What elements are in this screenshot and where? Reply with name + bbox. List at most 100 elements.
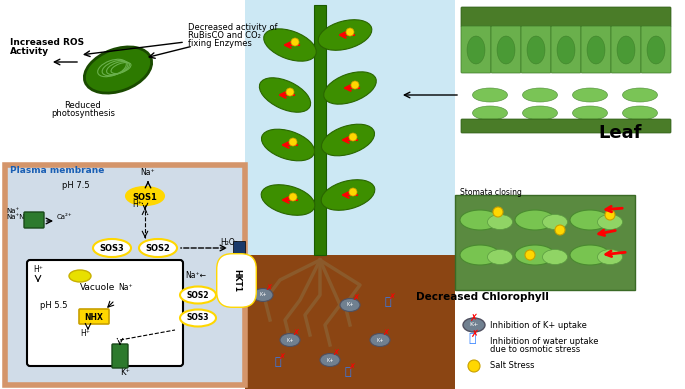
Text: ✗: ✗ bbox=[348, 362, 355, 371]
Ellipse shape bbox=[473, 88, 508, 102]
Text: RuBisCO and CO₂: RuBisCO and CO₂ bbox=[188, 31, 261, 40]
Text: H⁺: H⁺ bbox=[33, 265, 43, 274]
Text: ✗: ✗ bbox=[471, 329, 479, 339]
Text: ✗: ✗ bbox=[332, 348, 339, 357]
Text: ✗: ✗ bbox=[278, 352, 285, 361]
Text: K+: K+ bbox=[286, 338, 294, 342]
Ellipse shape bbox=[340, 298, 360, 312]
Ellipse shape bbox=[473, 106, 508, 120]
FancyBboxPatch shape bbox=[521, 26, 551, 73]
Ellipse shape bbox=[623, 106, 658, 120]
Text: Activity: Activity bbox=[10, 47, 49, 56]
Text: 💧: 💧 bbox=[385, 297, 392, 307]
Circle shape bbox=[493, 207, 503, 217]
FancyBboxPatch shape bbox=[79, 309, 109, 324]
Circle shape bbox=[349, 133, 357, 141]
Circle shape bbox=[351, 81, 359, 89]
Ellipse shape bbox=[523, 106, 558, 120]
Circle shape bbox=[525, 250, 535, 260]
Text: K+: K+ bbox=[469, 322, 479, 328]
Text: H₂O₂: H₂O₂ bbox=[220, 238, 238, 247]
Text: Decreased Chlorophyll: Decreased Chlorophyll bbox=[416, 292, 549, 302]
Ellipse shape bbox=[324, 72, 376, 104]
Ellipse shape bbox=[280, 333, 300, 347]
Text: due to osmotic stress: due to osmotic stress bbox=[490, 345, 580, 354]
Text: Na⁺: Na⁺ bbox=[6, 208, 19, 214]
Text: SOS2: SOS2 bbox=[145, 244, 171, 252]
Text: fixing Enzymes: fixing Enzymes bbox=[188, 39, 252, 48]
Text: K⁺: K⁺ bbox=[120, 368, 130, 377]
FancyBboxPatch shape bbox=[461, 26, 491, 73]
Circle shape bbox=[286, 88, 294, 96]
FancyBboxPatch shape bbox=[314, 5, 326, 255]
Ellipse shape bbox=[93, 239, 131, 257]
Circle shape bbox=[468, 360, 480, 372]
Ellipse shape bbox=[463, 318, 485, 332]
Text: SOS3: SOS3 bbox=[99, 244, 125, 252]
Text: pH 5.5: pH 5.5 bbox=[40, 301, 68, 310]
FancyBboxPatch shape bbox=[5, 165, 245, 385]
Text: Plasma membrane: Plasma membrane bbox=[10, 166, 104, 175]
Text: ✗: ✗ bbox=[352, 293, 359, 302]
Text: Increased ROS: Increased ROS bbox=[10, 38, 84, 47]
Ellipse shape bbox=[321, 124, 375, 156]
Ellipse shape bbox=[570, 245, 610, 265]
Text: K+: K+ bbox=[376, 338, 384, 342]
Ellipse shape bbox=[587, 36, 605, 64]
Text: photosynthesis: photosynthesis bbox=[51, 109, 115, 118]
Ellipse shape bbox=[523, 88, 558, 102]
Circle shape bbox=[346, 28, 354, 36]
Ellipse shape bbox=[467, 36, 485, 64]
Circle shape bbox=[289, 138, 297, 146]
Ellipse shape bbox=[543, 249, 567, 265]
Text: SOS3: SOS3 bbox=[187, 314, 209, 322]
Ellipse shape bbox=[597, 249, 623, 265]
Text: Reduced: Reduced bbox=[64, 101, 101, 110]
FancyBboxPatch shape bbox=[491, 26, 521, 73]
Ellipse shape bbox=[321, 180, 375, 210]
FancyBboxPatch shape bbox=[455, 195, 635, 290]
Ellipse shape bbox=[617, 36, 635, 64]
FancyBboxPatch shape bbox=[581, 26, 611, 73]
Ellipse shape bbox=[623, 88, 658, 102]
Ellipse shape bbox=[84, 47, 151, 93]
Ellipse shape bbox=[180, 287, 216, 303]
FancyBboxPatch shape bbox=[245, 0, 455, 389]
Ellipse shape bbox=[570, 210, 610, 230]
Text: Decreased activity of: Decreased activity of bbox=[188, 23, 277, 32]
Ellipse shape bbox=[543, 214, 567, 230]
Text: HKT1: HKT1 bbox=[232, 269, 241, 292]
Ellipse shape bbox=[264, 29, 316, 61]
Ellipse shape bbox=[180, 310, 216, 326]
Ellipse shape bbox=[126, 187, 164, 205]
FancyBboxPatch shape bbox=[24, 212, 44, 228]
Text: Ca²⁺: Ca²⁺ bbox=[57, 214, 73, 220]
Ellipse shape bbox=[515, 245, 555, 265]
Ellipse shape bbox=[253, 289, 273, 301]
FancyBboxPatch shape bbox=[112, 344, 128, 368]
Ellipse shape bbox=[515, 210, 555, 230]
Text: SOS2: SOS2 bbox=[187, 291, 209, 300]
Text: ✗: ✗ bbox=[388, 292, 395, 301]
Circle shape bbox=[289, 193, 297, 201]
FancyBboxPatch shape bbox=[245, 255, 455, 389]
Ellipse shape bbox=[370, 333, 390, 347]
Ellipse shape bbox=[139, 239, 177, 257]
Text: NHX: NHX bbox=[84, 314, 103, 322]
Ellipse shape bbox=[557, 36, 575, 64]
Ellipse shape bbox=[262, 129, 314, 161]
FancyBboxPatch shape bbox=[461, 119, 671, 133]
Text: 💧: 💧 bbox=[275, 357, 282, 367]
Ellipse shape bbox=[488, 214, 512, 230]
Text: ✗: ✗ bbox=[382, 328, 389, 337]
Text: Leaf: Leaf bbox=[598, 124, 641, 142]
Text: ✗: ✗ bbox=[470, 313, 478, 323]
Ellipse shape bbox=[573, 88, 608, 102]
Ellipse shape bbox=[320, 354, 340, 366]
FancyBboxPatch shape bbox=[551, 26, 581, 73]
FancyBboxPatch shape bbox=[233, 241, 245, 255]
Text: Inhibition of K+ uptake: Inhibition of K+ uptake bbox=[490, 321, 587, 329]
Text: 💧: 💧 bbox=[345, 367, 351, 377]
Ellipse shape bbox=[527, 36, 545, 64]
FancyBboxPatch shape bbox=[461, 7, 671, 27]
